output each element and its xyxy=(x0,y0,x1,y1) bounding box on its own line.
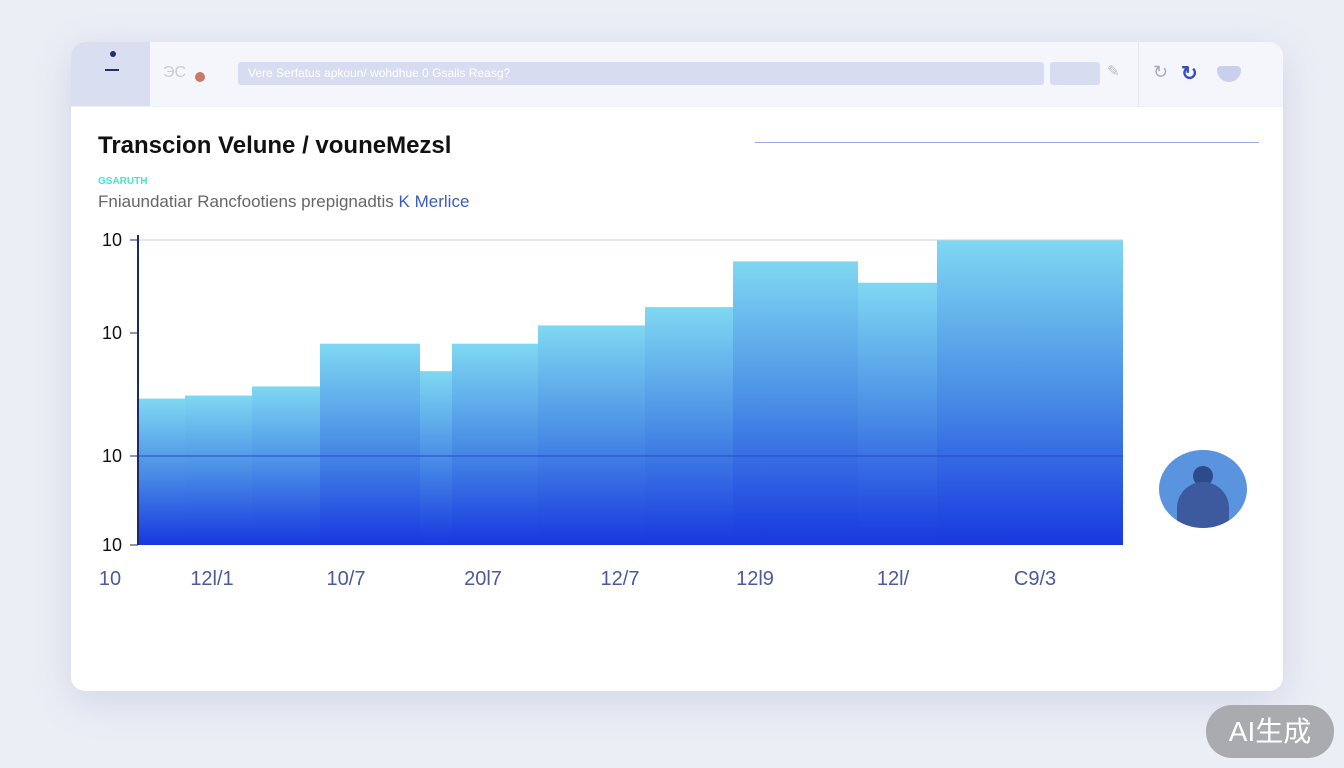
menu-icon-bar xyxy=(105,69,119,71)
bar xyxy=(645,307,733,545)
bar xyxy=(538,325,645,545)
avatar[interactable] xyxy=(1159,450,1247,528)
ai-watermark: AI生成 xyxy=(1206,705,1334,758)
x-tick-label: 12l/ xyxy=(877,568,910,590)
x-tick-label: 10/7 xyxy=(327,568,366,590)
y-tick-label: 10 xyxy=(102,323,122,343)
top-bar: ЭС Vere Serfatus apkoun/ wohdhue 0 Gsail… xyxy=(71,42,1283,107)
refresh-icon[interactable]: ✎ xyxy=(1107,63,1120,80)
brand-logo: ЭС xyxy=(163,64,187,81)
menu-button[interactable] xyxy=(71,42,150,106)
sync-icon-active[interactable]: ↻ xyxy=(1181,63,1198,85)
bar xyxy=(858,282,937,545)
x-tick-label: 12l9 xyxy=(736,568,774,590)
search-input[interactable]: Vere Serfatus apkoun/ wohdhue 0 Gsails R… xyxy=(238,62,1044,85)
sync-icon[interactable]: ↻ xyxy=(1153,62,1169,82)
avatar-body xyxy=(1177,482,1229,528)
bar xyxy=(252,386,320,545)
bar xyxy=(420,371,452,545)
bar xyxy=(733,261,858,545)
y-tick-label: 10 xyxy=(102,230,122,250)
menu-icon xyxy=(110,51,116,57)
bar xyxy=(452,343,538,545)
y-tick-label: 10 xyxy=(102,535,122,555)
bar xyxy=(185,395,252,545)
avatar-head xyxy=(1193,466,1213,486)
bar xyxy=(320,343,420,545)
search-button[interactable] xyxy=(1050,62,1100,85)
bar xyxy=(937,240,1123,545)
shield-icon[interactable] xyxy=(1217,66,1241,82)
divider xyxy=(755,142,1259,143)
x-tick-label: 20l7 xyxy=(464,568,502,590)
subtitle-text: Fniaundatiar Rancfootiens prepignadtis xyxy=(98,192,394,211)
x-tick-label: 12l/1 xyxy=(190,568,233,590)
x-tick-label: 10 xyxy=(99,568,121,590)
tag-label: GSARUTH xyxy=(98,176,148,187)
bar xyxy=(138,398,185,545)
subtitle-link[interactable]: K Merlice xyxy=(398,192,470,211)
user-dot xyxy=(195,72,205,82)
x-tick-label: 12/7 xyxy=(601,568,640,590)
page-title: Transcion Velune / vouneMezsl xyxy=(98,132,452,159)
x-tick-label: C9/3 xyxy=(1014,568,1056,590)
subtitle: Fniaundatiar Rancfootiens prepignadtis K… xyxy=(98,192,469,212)
y-tick-label: 10 xyxy=(102,446,122,466)
